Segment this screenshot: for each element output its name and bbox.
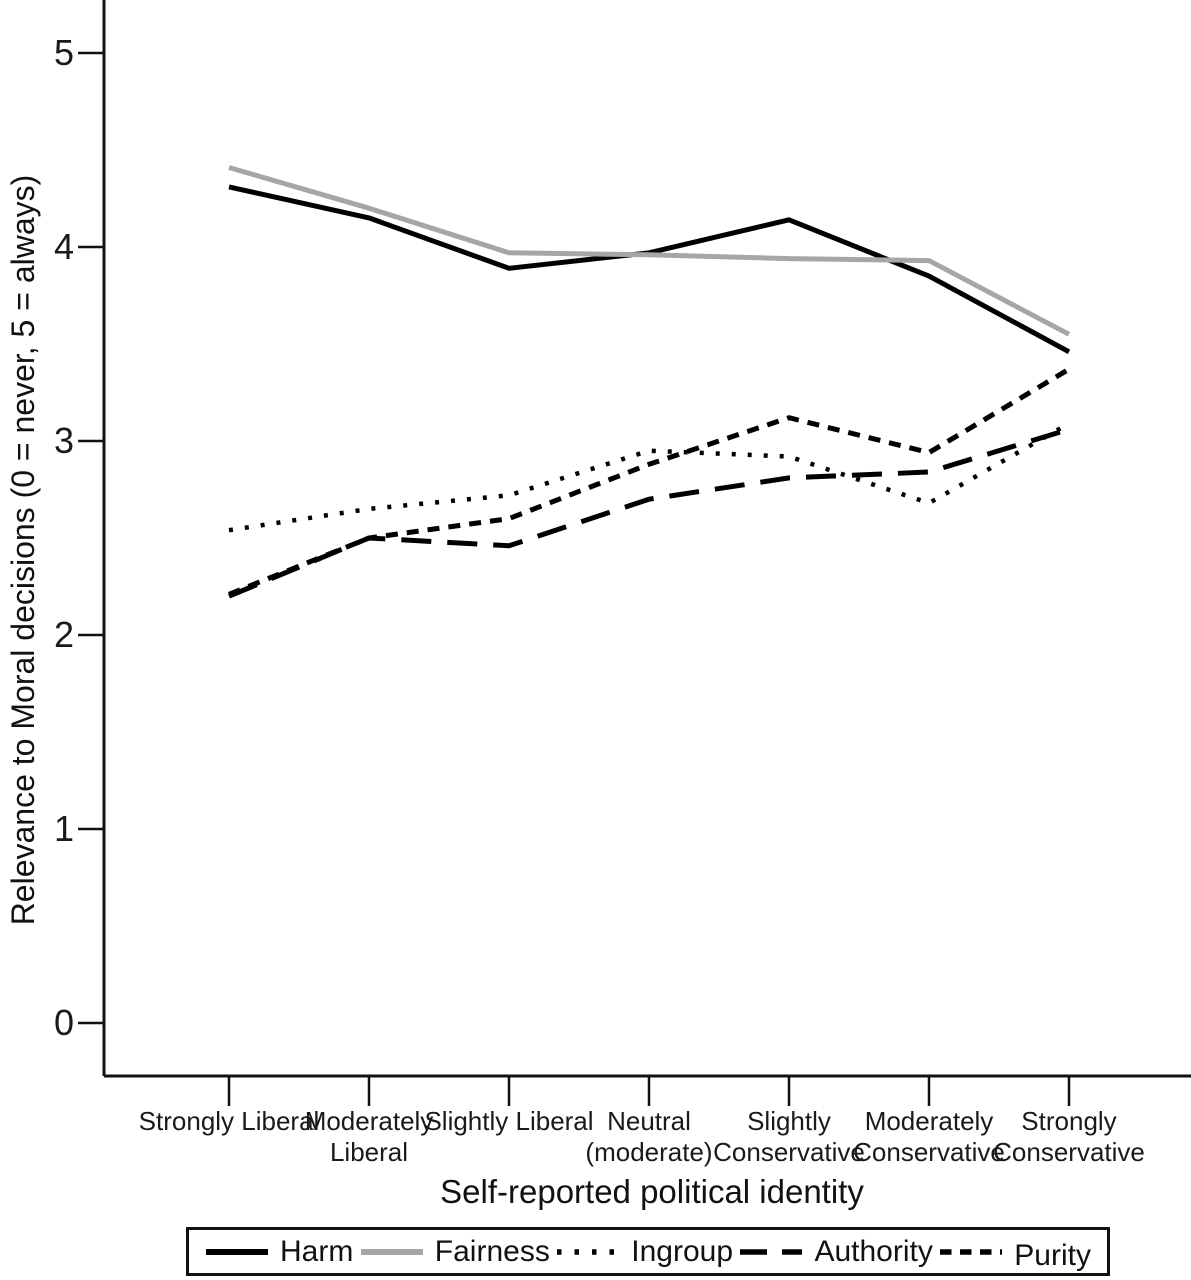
series-line-ingroup [228, 421, 1071, 533]
legend-swatch-solid-harm [206, 1248, 268, 1255]
legend-label: Fairness [434, 1234, 550, 1268]
legend-swatch-longdash-authority [740, 1248, 803, 1255]
legend-box: Harm Fairness Ingroup Authority Purity [186, 1227, 1110, 1276]
x-tick-label: Moderately Conservative [853, 1106, 1005, 1167]
legend-item-purity: Purity [939, 1235, 1091, 1272]
y-axis-title: Relevance to Moral decisions (0 = never,… [5, 174, 41, 926]
y-tick-label: 4 [54, 226, 74, 267]
legend-swatch-solid-fairness [360, 1248, 423, 1255]
y-tick-label: 2 [54, 614, 74, 655]
x-tick-label: Moderately Liberal [305, 1106, 434, 1167]
legend-swatch-dotted-ingroup [557, 1248, 620, 1255]
x-tick-label: Strongly Conservative [993, 1106, 1145, 1167]
x-axis-title: Self-reported political identity [440, 1173, 864, 1210]
legend-item-ingroup: Ingroup [556, 1235, 733, 1269]
x-tick-label: Strongly Liberal [139, 1106, 320, 1136]
y-tick-label: 5 [54, 32, 74, 73]
legend-label: Harm [280, 1234, 354, 1268]
y-tick-label: 0 [54, 1002, 74, 1043]
x-tick-label: Slightly Conservative [713, 1106, 865, 1167]
legend-item-fairness: Fairness [360, 1235, 550, 1269]
y-tick-label: 1 [54, 808, 74, 849]
legend-item-harm: Harm [205, 1235, 353, 1269]
y-tick-label: 3 [54, 420, 74, 461]
x-tick-label: Neutral (moderate) [585, 1106, 712, 1167]
legend-label: Ingroup [631, 1234, 734, 1268]
legend-swatch-shortdash-purity [940, 1248, 1003, 1255]
legend-label: Purity [1014, 1238, 1091, 1272]
series-line-authority [228, 427, 1070, 599]
x-tick-label: Slightly Liberal [424, 1106, 593, 1136]
series-line-purity [228, 367, 1071, 597]
series-line-fairness [228, 165, 1071, 337]
legend-label: Authority [814, 1234, 933, 1268]
legend-item-authority: Authority [739, 1234, 933, 1269]
